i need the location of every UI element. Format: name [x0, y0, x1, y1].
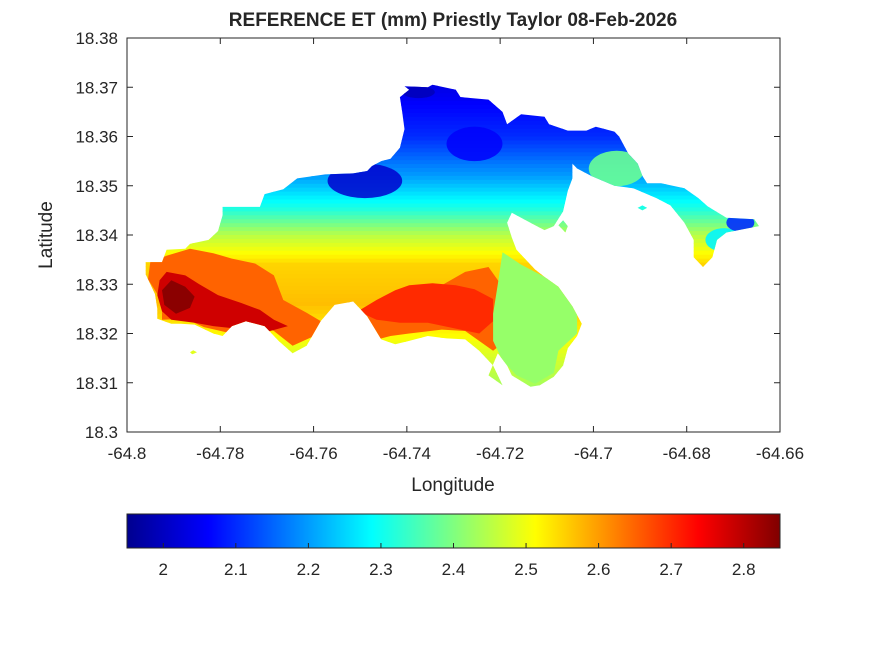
x-tick-label: -64.8: [108, 444, 147, 463]
et-band: [145, 227, 759, 232]
et-band: [145, 128, 759, 134]
et-band: [145, 183, 759, 189]
et-band: [145, 235, 759, 240]
et-band: [145, 329, 759, 335]
et-blob: [446, 126, 503, 162]
et-band: [145, 152, 759, 157]
et-band: [145, 223, 759, 228]
et-region-central-high: [357, 283, 494, 334]
et-band: [145, 274, 759, 279]
et-band: [145, 254, 759, 260]
et-band: [145, 93, 759, 98]
x-axis: -64.8 -64.78 -64.76 -64.74 -64.72 -64.7 -64.68…: [108, 38, 804, 463]
y-tick-label: 18.33: [75, 275, 118, 294]
et-band: [145, 179, 759, 185]
et-band: [145, 120, 759, 126]
et-band: [145, 266, 759, 272]
et-band: [145, 89, 759, 94]
x-tick-label: -64.72: [476, 444, 524, 463]
et-band: [145, 203, 759, 209]
y-axis: 18.3 18.31 18.32 18.33 18.34 18.35 18.36 18.37 1…: [75, 29, 780, 442]
colorbar-tick-label: 2: [159, 560, 168, 579]
et-band: [145, 164, 759, 169]
et-region-west-high: [157, 271, 288, 333]
et-band: [145, 191, 759, 197]
colorbar-ticks: 2 2.1 2.2 2.3 2.4 2.5 2.6 2.7 2.8: [159, 543, 756, 579]
et-band: [145, 219, 759, 224]
y-axis-label: Latitude: [36, 201, 57, 269]
et-blob: [402, 86, 435, 99]
et-band: [145, 187, 759, 193]
et-band: [145, 171, 759, 177]
colorbar-tick-label: 2.3: [369, 560, 393, 579]
et-band: [145, 238, 759, 244]
colorbar: 2 2.1 2.2 2.3 2.4 2.5 2.6 2.7 2.8: [126, 513, 781, 579]
x-axis-label: Longitude: [411, 475, 494, 496]
et-band: [145, 108, 759, 114]
y-tick-label: 18.36: [75, 128, 118, 147]
et-band: [145, 231, 759, 236]
colorbar-tick-label: 2.6: [587, 560, 611, 579]
et-region-west-peak: [162, 280, 195, 314]
et-band: [145, 156, 759, 161]
et-band: [145, 333, 759, 339]
et-band: [145, 168, 759, 173]
y-tick-label: 18.38: [75, 29, 118, 48]
et-band: [145, 246, 759, 252]
et-band: [145, 258, 759, 264]
chart-title: REFERENCE ET (mm) Priestly Taylor 08-Feb…: [229, 10, 677, 31]
et-band: [145, 104, 759, 110]
et-band: [145, 242, 759, 248]
et-band: [145, 215, 759, 220]
colorbar-gradient: [127, 514, 780, 548]
x-tick-label: -64.68: [663, 444, 711, 463]
x-tick-label: -64.78: [196, 444, 244, 463]
y-tick-label: 18.34: [75, 226, 118, 245]
x-tick-label: -64.7: [574, 444, 613, 463]
et-band: [145, 199, 759, 205]
colorbar-tick-label: 2.5: [514, 560, 538, 579]
y-tick-label: 18.31: [75, 374, 118, 393]
colorbar-tick-label: 2.2: [297, 560, 321, 579]
et-band: [145, 250, 759, 256]
y-tick-label: 18.3: [85, 423, 118, 442]
et-band: [145, 175, 759, 181]
plot-area: -64.8 -64.78 -64.76 -64.74 -64.72 -64.7 -64.68…: [75, 29, 804, 463]
et-band: [145, 211, 759, 216]
x-tick-label: -64.66: [756, 444, 804, 463]
et-band: [145, 101, 759, 106]
x-tick-label: -64.76: [289, 444, 337, 463]
colorbar-tick-label: 2.1: [224, 560, 248, 579]
colorbar-tick-label: 2.8: [732, 560, 756, 579]
et-band: [145, 124, 759, 130]
et-blob: [588, 150, 645, 187]
et-band: [145, 116, 759, 122]
et-band: [145, 195, 759, 201]
et-band: [145, 262, 759, 268]
colorbar-tick-label: 2.4: [442, 560, 466, 579]
colorbar-tick-label: 2.7: [659, 560, 683, 579]
y-tick-label: 18.37: [75, 78, 118, 97]
et-band: [145, 207, 759, 212]
et-band: [145, 97, 759, 102]
et-band: [145, 160, 759, 165]
et-surface: [145, 84, 759, 387]
x-tick-label: -64.74: [383, 444, 431, 463]
et-band: [145, 112, 759, 118]
et-band: [145, 270, 759, 275]
y-tick-label: 18.35: [75, 177, 118, 196]
y-tick-label: 18.32: [75, 325, 118, 344]
